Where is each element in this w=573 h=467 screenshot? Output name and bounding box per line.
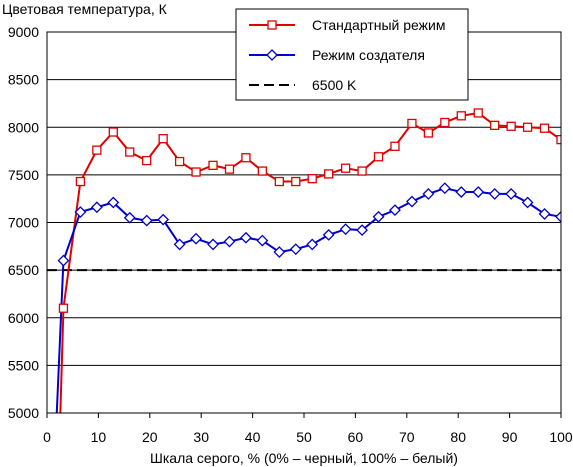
data-point-diamond (505, 188, 518, 200)
legend-label: 6500 K (312, 77, 357, 93)
x-tick-label: 80 (450, 429, 466, 445)
data-point-square (191, 167, 201, 177)
data-point-diamond (538, 208, 551, 220)
data-point-diamond (273, 246, 286, 258)
x-axis-title: Шкала серого, % (0% – черный, 100% – бел… (150, 450, 458, 466)
data-point-diamond (123, 211, 136, 224)
data-point-square (423, 128, 434, 138)
data-point-square (307, 174, 317, 184)
data-point-diamond (306, 238, 319, 251)
x-tick-label: 70 (399, 429, 415, 445)
data-point-square (490, 120, 500, 130)
x-tick-label: 20 (142, 429, 158, 445)
legend-marker-diamond (266, 49, 278, 61)
data-point-square (506, 121, 516, 131)
data-point-diamond (406, 195, 418, 208)
data-point-diamond (389, 204, 401, 217)
data-point-diamond (140, 214, 153, 227)
y-tick-label: 5500 (8, 357, 39, 373)
data-point-diamond (422, 188, 435, 200)
y-tick-label: 5000 (8, 405, 39, 421)
data-point-square (257, 166, 268, 176)
x-tick-label: 100 (549, 429, 573, 445)
x-tick-label: 10 (91, 429, 107, 445)
data-point-diamond (372, 210, 385, 223)
data-point-diamond (157, 213, 170, 226)
series-lines (55, 111, 561, 413)
data-point-diamond (190, 232, 202, 245)
data-point-diamond (74, 206, 87, 218)
series-line (59, 111, 561, 413)
data-point-square (158, 134, 168, 144)
data-point-diamond (455, 186, 468, 198)
series-markers (57, 108, 561, 313)
x-tick-label: 90 (502, 429, 518, 445)
data-point-square (440, 117, 450, 128)
data-point-square (174, 156, 185, 167)
data-point-square (58, 303, 69, 313)
data-point-square (407, 118, 417, 129)
x-tick-label: 50 (296, 429, 312, 445)
data-point-diamond (555, 210, 561, 223)
legend-marker-square (267, 20, 277, 30)
data-point-square (340, 163, 351, 173)
data-point-square (456, 111, 466, 121)
y-tick-label: 9000 (8, 24, 39, 40)
data-point-diamond (107, 196, 120, 209)
legend-label: Режим создателя (312, 47, 425, 63)
data-point-diamond (239, 231, 252, 244)
data-point-square (291, 176, 301, 187)
data-point-square (142, 155, 152, 166)
data-point-square (357, 166, 367, 176)
data-point-diamond (173, 238, 186, 251)
x-tick-label: 60 (348, 429, 364, 445)
data-point-diamond (521, 196, 534, 209)
data-point-square (208, 160, 218, 171)
data-point-square (224, 164, 235, 174)
data-point-diamond (289, 243, 302, 256)
y-tick-labels: 5000 5500 6000 6500 7000 7500 8000 8500 9000 (8, 24, 39, 421)
data-point-square (373, 152, 384, 162)
data-point-diamond (90, 201, 103, 214)
y-tick-label: 7500 (8, 167, 39, 183)
series-line (55, 187, 561, 413)
x-tick-labels: 0 10 20 30 40 50 60 70 80 90 100 (43, 413, 573, 445)
data-point-square (108, 127, 118, 137)
y-tick-label: 6000 (8, 310, 39, 326)
data-point-square (125, 147, 135, 157)
y-axis-title: Цветовая температура, К (2, 1, 168, 17)
data-point-diamond (488, 188, 501, 200)
data-point-square (390, 141, 400, 151)
data-point-diamond (339, 223, 352, 236)
data-point-square (75, 176, 86, 187)
data-point-diamond (438, 182, 451, 195)
data-point-diamond (472, 186, 485, 198)
x-tick-label: 40 (245, 429, 261, 445)
data-point-square (556, 134, 561, 145)
legend-label: Стандартный режим (312, 17, 445, 33)
data-point-diamond (57, 254, 70, 267)
y-tick-label: 6500 (8, 262, 39, 278)
data-point-square (92, 145, 102, 155)
data-point-diamond (322, 228, 335, 241)
x-tick-label: 0 (43, 429, 51, 445)
data-point-square (539, 123, 550, 133)
y-tick-label: 7000 (8, 215, 39, 231)
data-point-square (274, 176, 284, 187)
data-point-square (241, 153, 251, 163)
data-point-square (522, 122, 533, 132)
x-tick-label: 30 (193, 429, 209, 445)
data-point-diamond (256, 234, 269, 247)
data-point-diamond (356, 224, 369, 237)
y-tick-label: 8500 (8, 72, 39, 88)
legend: Стандартный режим Режим создателя 6500 K (235, 8, 469, 101)
data-point-square (324, 169, 334, 179)
y-tick-label: 8000 (8, 119, 39, 135)
data-point-diamond (223, 235, 236, 248)
data-point-diamond (207, 238, 219, 251)
data-point-square (473, 108, 483, 118)
